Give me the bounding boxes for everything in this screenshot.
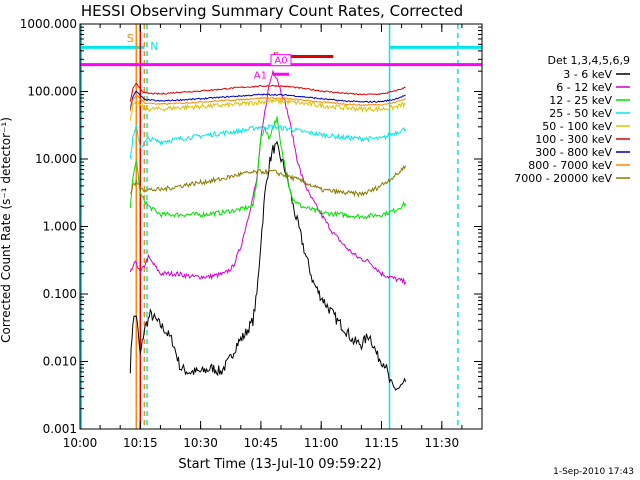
legend-entry-label: 12 - 25 keV [549,94,612,107]
legend-entry-label: 3 - 6 keV [563,68,612,81]
attenuator-a0-box [270,54,292,67]
x-tick-label: 11:15 [364,436,399,450]
x-tick-label: 11:30 [425,436,460,450]
series-line-3-6-kev [129,140,407,391]
y-tick-label: 1000.000 [20,17,77,31]
series-line-6-12-kev [129,69,407,286]
legend-title: Det 1,3,4,5,6,9 [547,54,630,67]
axes-layer: 0.001 0.010 0.100 1.000 10.000 100.000 1000.00… [20,17,483,450]
x-axis-label: Start Time (13-Jul-10 09:59:22) [178,457,381,472]
legend-entry-label: 6 - 12 keV [556,81,612,94]
legend-entry-label: 50 - 100 keV [542,120,612,133]
legend-entry-label: 800 - 7000 keV [528,159,612,172]
legend-entry-label: 300 - 800 keV [535,146,612,159]
chart-background-layer [80,24,482,429]
legend-entry-label: 7000 - 20000 keV [514,172,612,185]
y-tick-label: 0.100 [43,287,77,301]
series-line-100-300-kev [129,82,406,102]
x-tick-label: 11:00 [304,436,339,450]
x-tick-label: 10:00 [63,436,98,450]
night-label: N [150,40,158,53]
attenuator-a1-label: A1 [254,70,267,81]
y-tick-label: 1.000 [43,220,77,234]
series-line-25-50-kev [129,123,407,159]
y-tick-label: 100.000 [27,85,77,99]
series-line-800-7000-kev [129,93,406,112]
y-tick-label: 10.000 [35,152,77,166]
series-line-300-800-kev [129,90,406,110]
series-line-50-100-kev [129,97,406,121]
y-tick-label: 0.010 [43,355,77,369]
chart-title: HESSI Observing Summary Count Rates, Cor… [81,2,463,20]
series-line-7000-20000-kev [129,165,407,198]
y-tick-label: 0.001 [43,422,77,436]
series-layer [129,69,407,391]
series-line-12-25-kev [129,116,407,220]
x-tick-label: 10:45 [244,436,279,450]
x-tick-label: 10:30 [183,436,218,450]
annotation-layer: FA1A0SN [80,32,482,81]
y-axis-label: Corrected Count Rate (s⁻¹ detector⁻¹) [0,117,13,343]
x-tick-label: 10:15 [123,436,158,450]
saa-label: S [127,32,134,45]
footer-timestamp: 1-Sep-2010 17:43 [553,467,634,477]
attenuator-a0-label: A0 [274,56,287,67]
legend-entry-label: 100 - 300 keV [535,133,612,146]
legend-entry-label: 25 - 50 keV [549,107,612,120]
